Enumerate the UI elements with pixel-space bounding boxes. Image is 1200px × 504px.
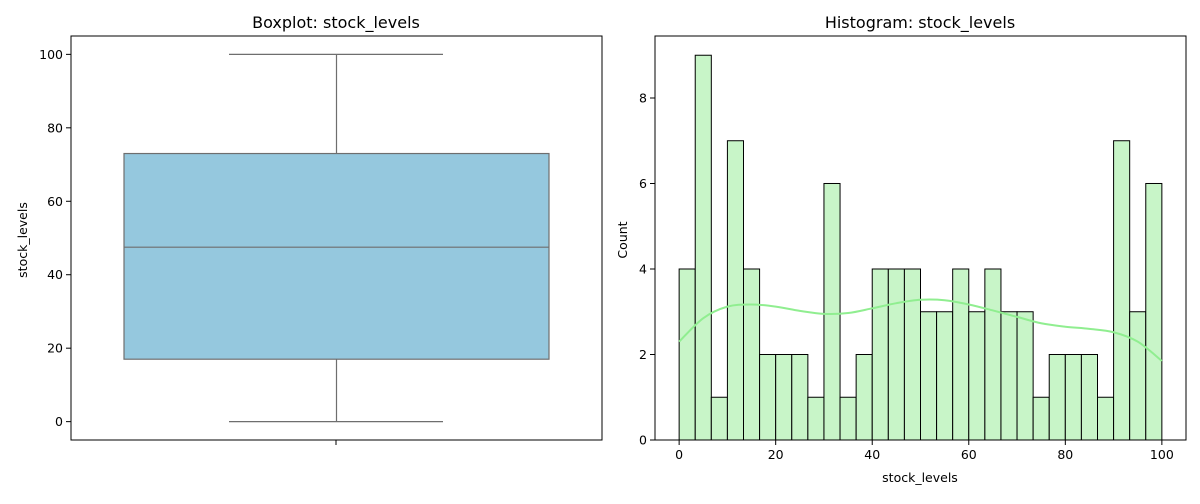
boxplot-box (123, 152, 550, 360)
histogram-bar (871, 268, 889, 441)
boxplot-y-tick-label: 100 (39, 47, 63, 62)
histogram-bar (920, 311, 938, 441)
histogram-bar (791, 353, 809, 441)
histogram-bar (1129, 311, 1147, 441)
histogram-bar (1064, 353, 1082, 441)
histogram-y-axis-label: Count (615, 221, 630, 258)
histogram-x-tick-label: 100 (1150, 447, 1174, 462)
histogram-bar (1145, 182, 1163, 441)
boxplot-y-axis-label: stock_levels (15, 202, 30, 278)
histogram-y-tick-label: 4 (639, 261, 647, 276)
histogram-bar (936, 311, 954, 441)
histogram-bar (759, 353, 777, 441)
histogram-bar (807, 396, 825, 441)
histogram-x-axis-label: stock_levels (882, 470, 958, 485)
boxplot-panel: Boxplot: stock_levels stock_levels 0 20 40… (15, 13, 603, 445)
histogram-kde-line (678, 298, 1163, 362)
histogram-y-tick-label: 0 (639, 433, 647, 448)
histogram-bar (743, 268, 761, 441)
histogram-panel: Histogram: stock_levels Count stock_leve… (615, 13, 1187, 485)
boxplot-y-tick-label: 40 (47, 267, 63, 282)
histogram-bar (903, 268, 922, 441)
histogram-bar (823, 182, 841, 441)
histogram-bar (839, 396, 857, 441)
histogram-bar (726, 140, 745, 441)
histogram-title: Histogram: stock_levels (825, 13, 1015, 33)
histogram-axes-frame (654, 35, 1187, 441)
histogram-x-tick-label: 60 (961, 447, 977, 462)
boxplot-y-tick-label: 60 (47, 194, 63, 209)
boxplot-title: Boxplot: stock_levels (252, 13, 420, 33)
histogram-bar (694, 54, 712, 441)
histogram-bar (678, 268, 696, 441)
histogram-bar (968, 311, 986, 441)
histogram-x-tick-label: 80 (1057, 447, 1073, 462)
histogram-y-tick-label: 6 (639, 176, 647, 191)
histogram-bar (1097, 396, 1115, 441)
histogram-bar (775, 353, 793, 441)
histogram-bar (1016, 311, 1034, 441)
histogram-y-tick-label: 8 (639, 90, 647, 105)
histogram-bar (1113, 140, 1131, 441)
boxplot-y-tick-label: 0 (55, 414, 63, 429)
histogram-x-tick-label: 40 (864, 447, 880, 462)
histogram-bar (1032, 396, 1050, 441)
histogram-bar (1048, 353, 1066, 441)
histogram-bar (984, 268, 1002, 441)
histogram-bar (1080, 353, 1098, 441)
histogram-bar (855, 353, 873, 441)
histogram-bar (887, 268, 905, 441)
histogram-y-tick-label: 2 (639, 347, 647, 362)
histogram-bar (952, 268, 970, 441)
histogram-bar (710, 396, 728, 441)
histogram-bar (1000, 311, 1018, 441)
boxplot-y-tick-label: 80 (47, 120, 63, 135)
histogram-x-tick-label: 20 (768, 447, 784, 462)
boxplot-y-tick-label: 20 (47, 341, 63, 356)
histogram-x-tick-label: 0 (675, 447, 683, 462)
